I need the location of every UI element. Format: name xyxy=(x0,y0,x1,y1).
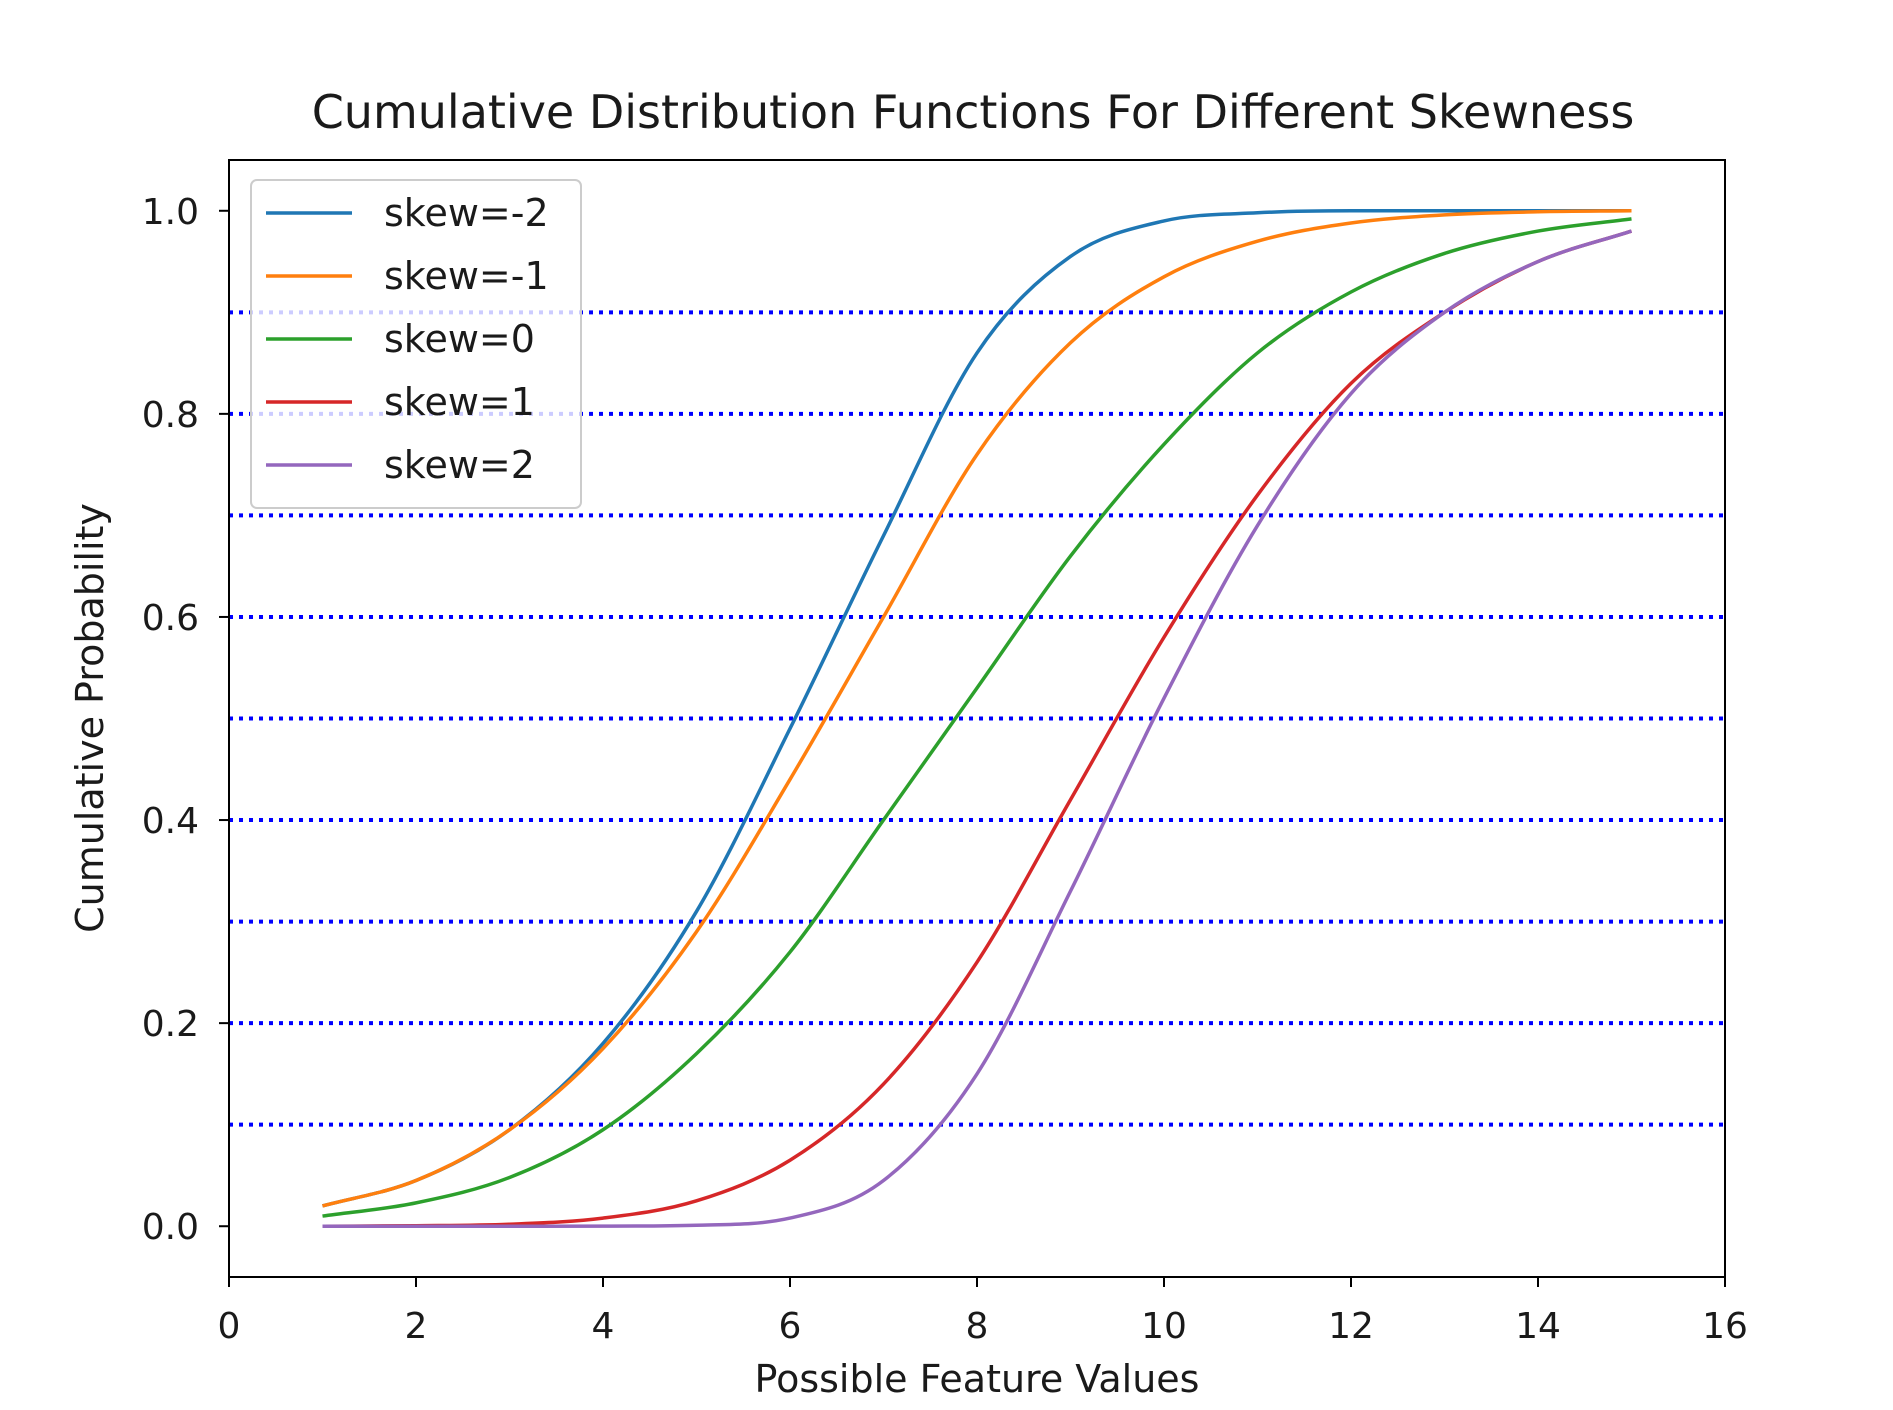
x-tick-label: 8 xyxy=(966,1306,989,1347)
x-tick-label: 16 xyxy=(1702,1306,1748,1347)
legend: skew=-2 skew=-1 skew=0 skew=1 skew=2 xyxy=(250,179,582,509)
series-line-5 xyxy=(322,229,1633,1228)
y-tick-label: 0.6 xyxy=(142,598,199,639)
legend-label: skew=2 xyxy=(384,443,535,487)
series-line-2 xyxy=(322,209,1632,1208)
x-tick-label: 4 xyxy=(592,1306,615,1347)
legend-label: skew=-2 xyxy=(384,191,549,235)
y-tick-label: 0.4 xyxy=(142,801,199,842)
legend-label: skew=1 xyxy=(384,380,535,424)
series-lines xyxy=(322,209,1633,1228)
legend-label: skew=-1 xyxy=(384,254,549,298)
legend-label: skew=0 xyxy=(384,317,535,361)
y-axis-label: Cumulative Probability xyxy=(68,503,112,933)
x-tick-label: 10 xyxy=(1141,1306,1187,1347)
y-tick-label: 1.0 xyxy=(142,192,199,233)
y-tick-label: 0.0 xyxy=(142,1207,199,1248)
y-tick-label: 0.2 xyxy=(142,1004,199,1045)
series-line-4 xyxy=(322,229,1633,1228)
y-axis-ticks: 0.0 0.2 0.4 0.6 0.8 1.0 xyxy=(142,192,229,1248)
y-tick-label: 0.8 xyxy=(142,395,199,436)
x-tick-label: 6 xyxy=(779,1306,802,1347)
chart-title: Cumulative Distribution Functions For Di… xyxy=(312,85,1635,139)
x-axis-label: Possible Feature Values xyxy=(755,1357,1200,1401)
x-tick-label: 2 xyxy=(405,1306,428,1347)
series-line-3 xyxy=(322,217,1632,1218)
x-tick-label: 0 xyxy=(218,1306,241,1347)
x-tick-label: 14 xyxy=(1515,1306,1561,1347)
legend-box xyxy=(250,179,582,509)
x-axis-ticks: 0 2 4 6 8 10 12 14 16 xyxy=(218,1277,1748,1347)
x-tick-label: 12 xyxy=(1328,1306,1374,1347)
